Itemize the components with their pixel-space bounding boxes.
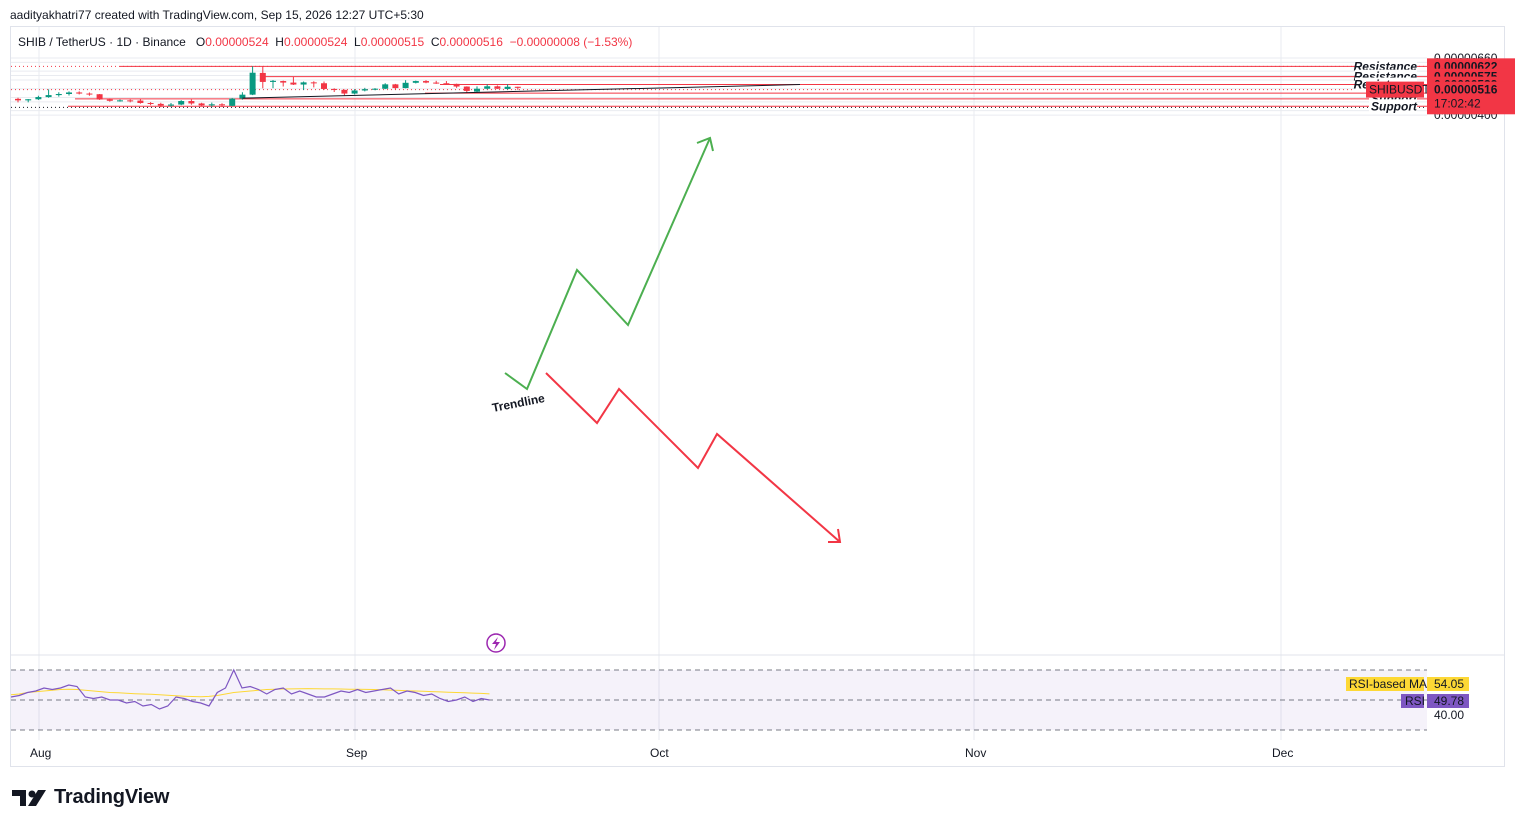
candle-body	[198, 103, 205, 106]
chart-panel	[10, 26, 1505, 767]
rsi-label: RSI	[1405, 694, 1425, 708]
candle-body	[219, 104, 225, 106]
candle-body	[55, 93, 62, 96]
x-tick-label: Sep	[346, 746, 368, 760]
candle-body	[382, 84, 389, 89]
level-label: Support	[1371, 99, 1418, 113]
candle-body	[463, 86, 470, 91]
candle-body	[423, 81, 429, 83]
legend-symbol: SHIB / TetherUS · 1D · Binance	[18, 35, 186, 49]
rsi-value-tag	[1427, 694, 1469, 708]
candle-body	[341, 89, 348, 94]
legend-high-label: H	[275, 35, 284, 49]
candle-body	[208, 104, 215, 106]
rsi-ma-value-tag	[1427, 677, 1469, 691]
rsi-ma-line	[10, 688, 490, 698]
candle-body	[412, 81, 419, 83]
candle-body	[321, 83, 327, 89]
candle-body	[45, 95, 52, 98]
candle-body	[453, 83, 460, 87]
trendline-label: Trendline	[491, 391, 546, 415]
candle-body	[157, 103, 164, 106]
candle-body	[484, 86, 491, 89]
candle-body	[504, 86, 511, 89]
current-price-text: 0.00000516	[1434, 83, 1498, 97]
candle-body	[259, 72, 266, 82]
legend-change: −0.00000008 (−1.53%)	[509, 35, 633, 49]
candle-body	[15, 98, 21, 101]
x-tick-label: Oct	[650, 746, 669, 760]
current-symbol-tag	[1366, 81, 1424, 98]
x-tick-label: Nov	[965, 746, 986, 760]
candle-body	[280, 81, 287, 83]
candle-body	[106, 99, 113, 101]
level-label-bg	[1369, 99, 1417, 114]
current-symbol-text: SHIBUSDT	[1369, 83, 1430, 97]
rsi-line	[10, 668, 490, 710]
candle-body	[25, 99, 32, 101]
candle-body	[229, 98, 236, 106]
candle-body	[188, 101, 195, 104]
candle-body	[372, 88, 378, 90]
trendline	[242, 84, 801, 99]
candle-body	[96, 94, 103, 100]
legend-high: 0.00000524	[283, 35, 348, 49]
tradingview-logo-icon	[12, 789, 46, 806]
candle-body	[351, 90, 358, 94]
candle-body	[117, 100, 123, 102]
candle-body	[392, 84, 399, 89]
candle-body	[331, 88, 338, 90]
countdown-text: 17:02:42	[1434, 97, 1481, 111]
candle-body	[290, 82, 297, 85]
candle-body	[361, 89, 368, 91]
x-tick-label: Dec	[1272, 746, 1293, 760]
candle-body	[137, 100, 144, 103]
bearish-arrowhead	[828, 528, 842, 543]
legend-low-label: L	[354, 35, 361, 49]
legend-open-label: O	[195, 35, 206, 49]
tradingview-logo[interactable]: TradingView	[12, 786, 169, 809]
x-tick-label: Aug	[30, 746, 51, 760]
rsi-ma-value: 54.05	[1434, 677, 1464, 691]
candle-body	[168, 104, 174, 106]
candle-body	[147, 102, 154, 104]
tradingview-logo-text: TradingView	[54, 786, 170, 808]
lightning-glyph	[492, 637, 500, 650]
candle-body	[66, 92, 72, 94]
rsi-ma-label: RSI-based MA	[1349, 677, 1427, 691]
candle-body	[402, 82, 409, 89]
legend-low: 0.00000515	[360, 35, 425, 49]
candle-body	[76, 92, 83, 94]
legend-open: 0.00000524	[205, 35, 269, 49]
candle-body	[86, 93, 93, 95]
candle-body	[300, 82, 307, 85]
legend-close-label: C	[430, 35, 440, 49]
candle-body	[35, 97, 42, 100]
bullish-projection-path	[504, 137, 711, 391]
candle-body	[494, 86, 501, 89]
candle-body	[249, 72, 256, 95]
candle-body	[178, 101, 185, 105]
rsi-axis-label: 40.00	[1434, 708, 1464, 722]
rsi-ma-tag	[1346, 677, 1424, 691]
legend-close: 0.00000516	[439, 35, 503, 49]
candle-body	[514, 86, 521, 88]
rsi-band	[11, 670, 1427, 730]
candle-body	[433, 82, 440, 84]
candle-body	[239, 94, 246, 99]
candle-body	[310, 82, 317, 84]
candle-body	[443, 83, 450, 85]
chart-credit: aadityakhatri77 created with TradingView…	[10, 8, 424, 22]
ohlc-legend: SHIB / TetherUS · 1D · Binance O0.000005…	[18, 35, 632, 49]
bearish-projection-path	[545, 372, 841, 543]
candle-body	[127, 100, 134, 102]
current-price-tag	[1427, 81, 1515, 112]
candle-body	[270, 80, 276, 82]
rsi-tag	[1401, 694, 1424, 708]
candle-body	[474, 88, 480, 92]
bullish-arrowhead	[696, 136, 714, 152]
rsi-value: 49.78	[1434, 694, 1464, 708]
